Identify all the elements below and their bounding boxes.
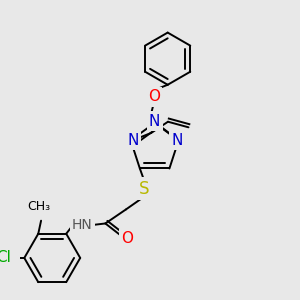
Text: CH₃: CH₃: [28, 200, 51, 213]
Text: N: N: [128, 133, 139, 148]
Text: S: S: [139, 180, 150, 198]
Text: O: O: [121, 231, 133, 246]
Text: Cl: Cl: [0, 250, 11, 266]
Text: O: O: [148, 89, 160, 104]
Text: N: N: [149, 114, 160, 129]
Text: HN: HN: [72, 218, 92, 232]
Text: N: N: [171, 133, 182, 148]
